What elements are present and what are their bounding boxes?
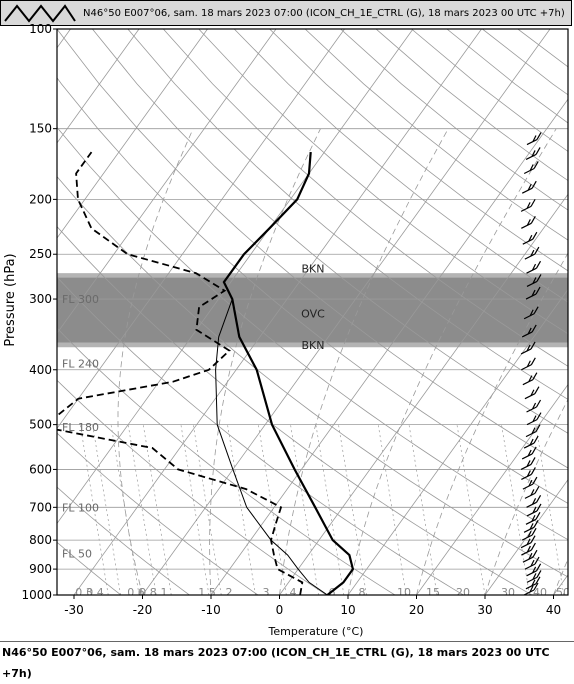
flight-level-label: FL 240: [62, 358, 99, 371]
y-tick-label: 250: [29, 247, 52, 261]
y-tick-label: 500: [29, 418, 52, 432]
moist-adiabat: [554, 129, 574, 595]
mixing-ratio-label: 1: [161, 586, 168, 599]
mixing-ratio-label: 30: [501, 586, 515, 599]
wind-barb: [524, 161, 538, 173]
x-tick-label: -30: [64, 603, 84, 617]
cloud-layer-label: OVC: [301, 307, 325, 320]
y-tick-label: 150: [29, 122, 52, 136]
series-dew-point: [46, 152, 302, 595]
mixing-ratio-label: 3: [263, 586, 270, 599]
wind-barb: [525, 247, 539, 259]
series-temperature: [224, 152, 353, 595]
wind-barb: [521, 457, 535, 469]
x-tick-label: 30: [477, 603, 492, 617]
wind-barb: [527, 133, 541, 145]
wind-barb: [522, 447, 536, 459]
x-tick-label: 20: [409, 603, 424, 617]
moist-adiabat: [417, 129, 574, 595]
mixing-ratio-label: 0.8: [139, 586, 157, 599]
wind-barb: [521, 216, 535, 228]
y-tick-label: 400: [29, 363, 52, 377]
y-tick-label: 800: [29, 533, 52, 547]
wind-barb: [525, 486, 539, 498]
x-tick-label: 40: [546, 603, 561, 617]
isotherm-line: [0, 29, 2, 595]
y-tick-label: 200: [29, 192, 52, 206]
x-axis-label: Temperature (°C): [268, 625, 364, 638]
x-tick-label: -20: [133, 603, 153, 617]
mixing-ratio-label: 10: [397, 586, 411, 599]
wind-barb: [527, 400, 541, 412]
wind-barb: [527, 413, 541, 425]
mixing-ratio-label: 20: [456, 586, 470, 599]
y-tick-label: 1000: [21, 588, 52, 602]
mixing-ratio-label: 15: [426, 586, 440, 599]
mixing-ratio-label: 1.5: [198, 586, 216, 599]
wind-barb: [525, 387, 539, 399]
y-tick-label: 100: [29, 22, 52, 36]
moist-adiabat: [280, 129, 449, 595]
wind-barb: [523, 232, 537, 244]
flight-level-label: FL 300: [62, 293, 99, 306]
mixing-ratio-label: 2: [226, 586, 233, 599]
y-tick-label: 300: [29, 292, 52, 306]
mixing-ratio-label: 8: [359, 586, 366, 599]
y-tick-label: 600: [29, 462, 52, 476]
y-axis-label: Pressure (hPa): [3, 253, 18, 346]
mixing-ratio-label: 0.4: [86, 586, 104, 599]
flight-level-label: FL 50: [62, 548, 92, 561]
cloud-layer-label: BKN: [302, 339, 325, 352]
y-tick-label: 900: [29, 562, 52, 576]
footer-caption: N46°50 E007°06, sam. 18 mars 2023 07:00 …: [0, 641, 574, 662]
wind-barb: [526, 147, 540, 159]
flight-level-label: FL 100: [62, 501, 99, 514]
wind-barb: [527, 261, 541, 273]
x-tick-label: -10: [201, 603, 221, 617]
moist-adiabat: [118, 129, 193, 595]
y-tick-label: 700: [29, 500, 52, 514]
cloud-layer-label: BKN: [302, 263, 325, 276]
wind-barb: [521, 543, 535, 555]
mixing-ratio-label: 4: [290, 586, 297, 599]
x-tick-label: 10: [340, 603, 355, 617]
wind-barb: [521, 358, 535, 370]
x-tick-label: 0: [276, 603, 284, 617]
